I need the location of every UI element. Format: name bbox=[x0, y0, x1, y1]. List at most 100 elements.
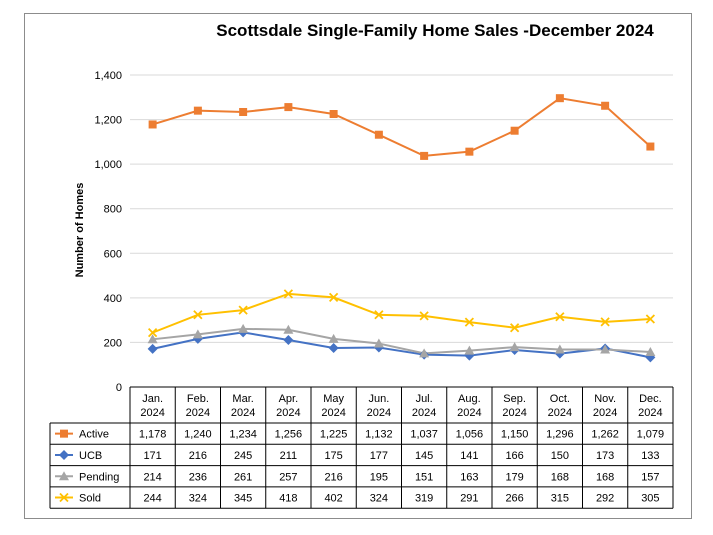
ucb-table-cell: 133 bbox=[641, 450, 659, 462]
pending-table-cell: 168 bbox=[551, 471, 569, 483]
active-point bbox=[420, 151, 429, 160]
pending-point bbox=[147, 334, 158, 344]
x-tick-year: 2024 bbox=[548, 407, 572, 419]
active-table-cell: 1,150 bbox=[501, 429, 529, 441]
sold-table-cell: 324 bbox=[370, 493, 388, 505]
ucb-table-cell: 245 bbox=[234, 450, 252, 462]
active-series-line bbox=[152, 97, 652, 157]
active-point bbox=[148, 120, 157, 129]
x-tick-month: May bbox=[323, 393, 344, 405]
sold-table-cell: 292 bbox=[596, 493, 614, 505]
pending-table-cell: 157 bbox=[641, 471, 659, 483]
y-tick-label: 1,400 bbox=[94, 70, 122, 82]
x-tick-month: Jul. bbox=[416, 393, 433, 405]
x-tick-year: 2024 bbox=[140, 407, 164, 419]
sold-table-cell: 305 bbox=[641, 493, 659, 505]
active-table-cell: 1,178 bbox=[139, 429, 167, 441]
y-tick-labels: 0 200 400 600 800 1,000 1,200 1,400 bbox=[94, 70, 122, 394]
y-tick-label: 400 bbox=[104, 293, 122, 305]
pending-table-cell: 179 bbox=[505, 471, 523, 483]
pending-table-cell: 214 bbox=[143, 471, 161, 483]
pending-point bbox=[373, 338, 384, 348]
pending-point bbox=[554, 344, 565, 354]
active-table-cell: 1,262 bbox=[591, 429, 619, 441]
active-table-cell: 1,079 bbox=[637, 429, 665, 441]
y-tick-label: 1,000 bbox=[94, 159, 122, 171]
sold-table-cell: 291 bbox=[460, 493, 478, 505]
sold-point bbox=[419, 311, 429, 321]
pending-point bbox=[283, 324, 294, 334]
ucb-table-cell: 141 bbox=[460, 450, 478, 462]
pending-point bbox=[645, 347, 656, 357]
active-table-cell: 1,296 bbox=[546, 429, 574, 441]
pending-table-cell: 151 bbox=[415, 471, 433, 483]
ucb-point bbox=[283, 334, 294, 345]
y-tick-label: 0 bbox=[116, 382, 122, 394]
active-table-cell: 1,256 bbox=[275, 429, 303, 441]
x-tick-year: 2024 bbox=[638, 407, 662, 419]
sold-point bbox=[509, 323, 520, 333]
pending-table-cell: 163 bbox=[460, 471, 478, 483]
pending-table-cell: 261 bbox=[234, 471, 252, 483]
ucb-table-cell: 216 bbox=[189, 450, 207, 462]
active-table-cell: 1,225 bbox=[320, 429, 348, 441]
x-tick-month: Mar. bbox=[232, 393, 253, 405]
series-lines bbox=[152, 97, 652, 359]
ucb-table-cell: 166 bbox=[505, 450, 523, 462]
active-legend-label: Active bbox=[79, 429, 109, 441]
x-tick-year: 2024 bbox=[502, 407, 526, 419]
x-tick-month: Feb. bbox=[187, 393, 209, 405]
x-tick-year: 2024 bbox=[457, 407, 481, 419]
x-tick-month: Aug. bbox=[458, 393, 481, 405]
sold-point bbox=[328, 292, 339, 303]
active-point bbox=[646, 142, 655, 151]
pending-point bbox=[509, 342, 520, 352]
active-table-cell: 1,234 bbox=[229, 429, 257, 441]
sold-table-cell: 324 bbox=[189, 493, 207, 505]
ucb-table-cell: 175 bbox=[324, 450, 342, 462]
pending-legend-marker bbox=[59, 471, 69, 481]
ucb-table-cell: 211 bbox=[280, 450, 298, 462]
ucb-point bbox=[147, 343, 158, 354]
pending-table-cell: 216 bbox=[324, 471, 342, 483]
x-tick-year: 2024 bbox=[186, 407, 210, 419]
x-tick-month: Nov. bbox=[594, 393, 616, 405]
ucb-point bbox=[328, 343, 339, 353]
pending-point bbox=[464, 345, 475, 355]
ucb-legend-marker bbox=[59, 449, 69, 460]
series-markers bbox=[147, 94, 656, 363]
active-table-cell: 1,132 bbox=[365, 429, 393, 441]
y-tick-label: 800 bbox=[104, 204, 122, 216]
x-tick-year: 2024 bbox=[367, 407, 391, 419]
ucb-legend-label: UCB bbox=[79, 450, 102, 462]
ucb-table-cell: 150 bbox=[551, 450, 569, 462]
active-point bbox=[284, 103, 293, 112]
sold-table-cell: 418 bbox=[279, 493, 297, 505]
sold-legend-marker bbox=[59, 492, 69, 503]
sold-series-line bbox=[152, 292, 651, 334]
sold-table-cell: 402 bbox=[324, 493, 342, 505]
pending-table-cell: 168 bbox=[596, 471, 614, 483]
data-table: Jan. 2024 Feb. 2024 Mar. 2024 Apr. 2024 May 2024 J… bbox=[49, 386, 674, 509]
x-tick-month: Oct. bbox=[550, 393, 570, 405]
ucb-series-line bbox=[152, 331, 651, 359]
pending-table-cell: 257 bbox=[279, 471, 297, 483]
active-table-cell: 1,037 bbox=[410, 429, 438, 441]
pending-table-cell: 236 bbox=[189, 471, 207, 483]
active-legend-marker bbox=[60, 429, 68, 438]
sold-point bbox=[645, 314, 656, 324]
sold-table-cell: 266 bbox=[505, 493, 523, 505]
chart-frame bbox=[24, 13, 692, 519]
pending-point bbox=[192, 329, 203, 339]
sold-table-cell: 345 bbox=[234, 493, 252, 505]
sold-legend-label: Sold bbox=[79, 493, 101, 505]
x-tick-year: 2024 bbox=[231, 407, 255, 419]
pending-point bbox=[328, 333, 339, 343]
y-tick-label: 1,200 bbox=[94, 115, 122, 127]
sold-point bbox=[238, 305, 248, 315]
active-point bbox=[329, 110, 338, 118]
sold-table-cell: 319 bbox=[415, 493, 433, 505]
chart-title: Scottsdale Single-Family Home Sales -Dec… bbox=[216, 21, 654, 40]
x-tick-month: Dec. bbox=[639, 393, 662, 405]
